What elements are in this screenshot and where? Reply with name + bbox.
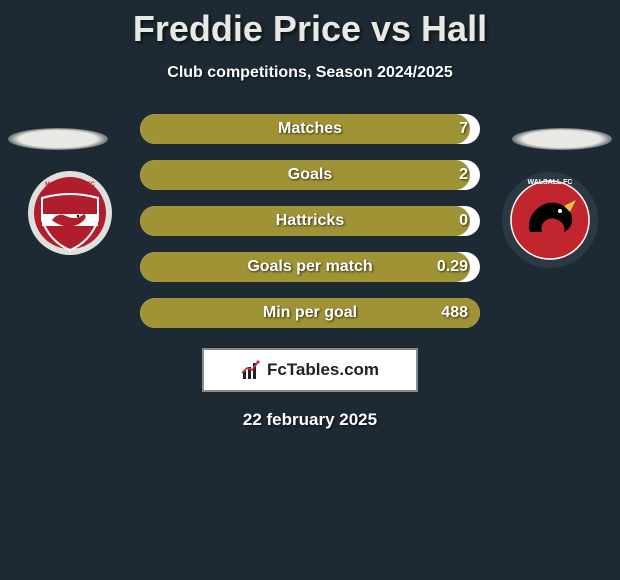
stat-row: Goals 2 — [140, 160, 480, 190]
stat-overlay: Matches — [140, 114, 480, 144]
stat-label: Hattricks — [276, 212, 344, 230]
stat-overlay: Hattricks — [140, 206, 480, 236]
crest-right: WALSALL FC — [500, 170, 600, 270]
stat-label: Goals — [288, 166, 332, 184]
bar-chart-icon — [241, 359, 263, 381]
stat-row: Matches 7 — [140, 114, 480, 144]
svg-text:MORECAMBE FC: MORECAMBE FC — [45, 182, 95, 188]
stat-label: Matches — [278, 120, 342, 138]
stat-overlay: Goals — [140, 160, 480, 190]
fctables-logo: FcTables.com — [202, 348, 418, 392]
stats-list: Matches 7 Goals 2 Hattricks 0 Goals per … — [140, 114, 480, 328]
stat-overlay: Goals per match — [140, 252, 480, 282]
subtitle: Club competitions, Season 2024/2025 — [0, 64, 620, 82]
stat-row: Min per goal 488 — [140, 298, 480, 328]
svg-text:WALSALL FC: WALSALL FC — [528, 179, 573, 186]
date-text: 22 february 2025 — [0, 410, 620, 430]
stat-row: Goals per match 0.29 — [140, 252, 480, 282]
stat-value: 7 — [459, 120, 468, 138]
stat-value: 488 — [441, 304, 468, 322]
stat-label: Min per goal — [263, 304, 357, 322]
page-title: Freddie Price vs Hall — [0, 0, 620, 50]
walsall-crest-icon: WALSALL FC — [500, 170, 600, 270]
stat-value: 2 — [459, 166, 468, 184]
morecambe-crest-icon: MORECAMBE FC — [20, 170, 120, 270]
stat-label: Goals per match — [247, 258, 372, 276]
logo-text: FcTables.com — [267, 360, 379, 380]
stat-value: 0.29 — [437, 258, 468, 276]
crest-left: MORECAMBE FC — [20, 170, 120, 270]
stat-value: 0 — [459, 212, 468, 230]
crest-shadow-left — [8, 128, 108, 150]
stat-row: Hattricks 0 — [140, 206, 480, 236]
stat-overlay: Min per goal — [140, 298, 480, 328]
crest-shadow-right — [512, 128, 612, 150]
